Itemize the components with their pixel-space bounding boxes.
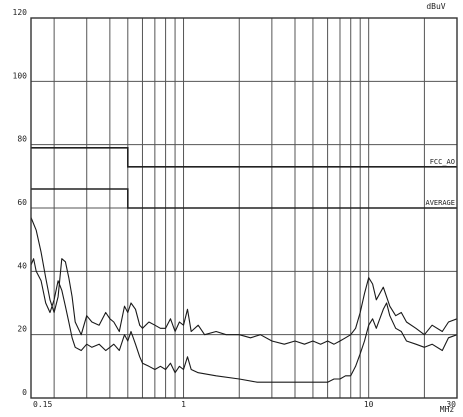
y-tick-label: 120	[13, 8, 28, 17]
y-tick-label: 60	[17, 198, 27, 207]
y-axis-unit-label: dBuV	[426, 2, 445, 11]
data-series	[30, 217, 458, 383]
series-line	[30, 217, 458, 345]
y-tick-label: 0	[22, 388, 27, 397]
tick-labels: 0 20 40 60 80 100 120 0.15 1 10 30	[13, 8, 457, 409]
y-tick-label: 40	[17, 261, 27, 270]
y-tick-label: 80	[17, 135, 27, 144]
limit-line-label: AVERAGE	[425, 199, 455, 207]
y-tick-label: 100	[13, 71, 28, 80]
x-tick-label: 1	[181, 400, 186, 409]
x-tick-label: 0.15	[33, 400, 52, 409]
limit-line	[31, 147, 457, 168]
x-axis-unit-label: MHz	[440, 405, 455, 414]
x-tick-label: 30	[446, 400, 456, 409]
series-line	[30, 258, 458, 383]
limit-lines: FCC_AO AVERAGE	[31, 147, 457, 209]
limit-line	[31, 188, 457, 209]
limit-line-label: FCC_AO	[430, 158, 455, 166]
x-tick-label: 10	[364, 400, 374, 409]
plot-frame	[30, 17, 458, 399]
y-tick-label: 20	[17, 325, 27, 334]
